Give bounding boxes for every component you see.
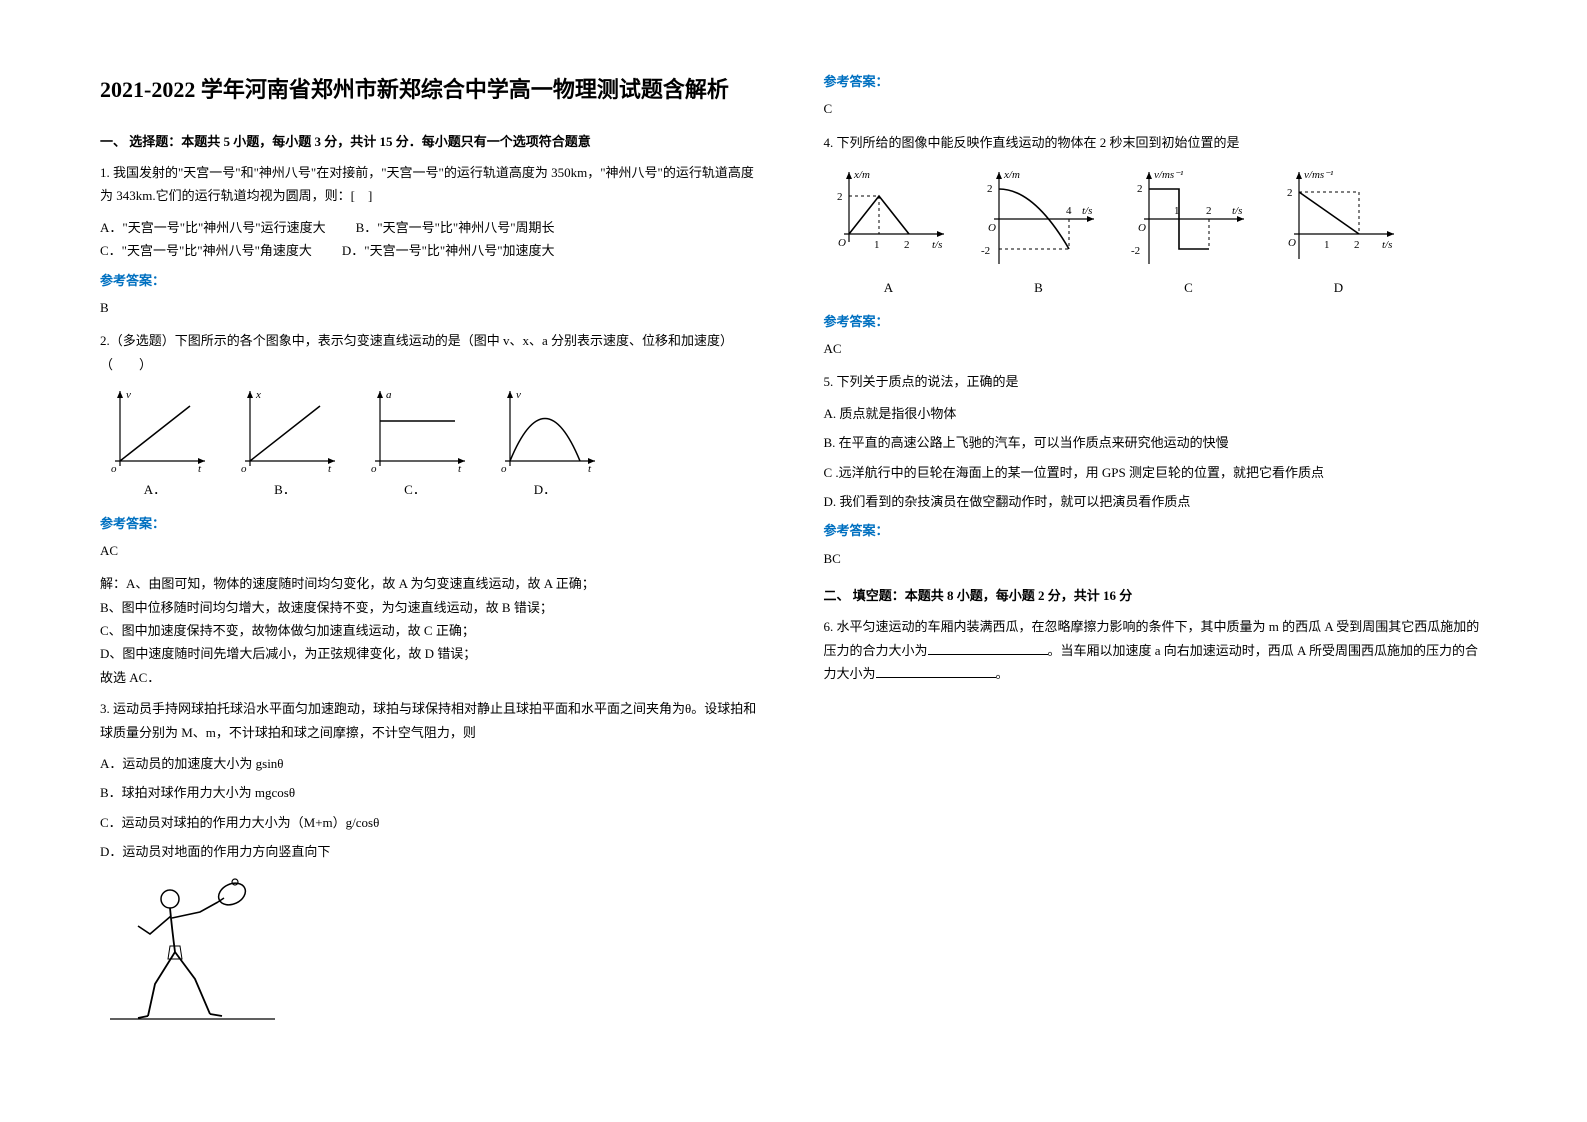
- svg-text:a: a: [386, 389, 392, 401]
- q4b-xtick4: 4: [1066, 205, 1072, 217]
- athlete-figure: [100, 874, 280, 1029]
- q2-graph-c: a t o: [360, 386, 470, 476]
- q4a-xtick2: 2: [904, 239, 910, 251]
- q4-graph-c: v/ms⁻¹ t/s O 2 -2 1 2: [1124, 164, 1254, 274]
- svg-text:o: o: [371, 463, 377, 475]
- q6-blank-2: [876, 665, 996, 678]
- q1-stem: 1. 我国发射的"天宫一号"和"神州八号"在对接前，"天宫一号"的运行轨道高度为…: [100, 161, 764, 208]
- q4c-xtick2: 2: [1206, 205, 1212, 217]
- q1-answer: B: [100, 296, 764, 319]
- q4b-origin: O: [988, 222, 996, 234]
- q4-answer-label: 参考答案：: [824, 310, 1488, 333]
- svg-text:t: t: [588, 463, 592, 475]
- svg-text:o: o: [501, 463, 507, 475]
- svg-text:o: o: [111, 463, 117, 475]
- svg-text:v: v: [516, 389, 521, 401]
- q4a-ytick2: 2: [837, 191, 843, 203]
- q2-explain-5: 故选 AC．: [100, 666, 764, 689]
- q4b-ylabel: x/m: [1003, 169, 1020, 181]
- q3-option-a: A．运动员的加速度大小为 gsinθ: [100, 752, 764, 775]
- q4-stem: 4. 下列所给的图像中能反映作直线运动的物体在 2 秒末回到初始位置的是: [824, 131, 1488, 154]
- q4-graph-a: x/m t/s O 2 1 2: [824, 164, 954, 274]
- svg-text:t: t: [328, 463, 332, 475]
- q4b-xlabel: t/s: [1082, 205, 1092, 217]
- q2-label-b: B．: [274, 478, 296, 501]
- q4c-ytick2: 2: [1137, 183, 1143, 195]
- q2-explain-4: D、图中速度随时间先增大后减小，为正弦规律变化，故 D 错误；: [100, 642, 764, 665]
- q2-graph-a: v t o: [100, 386, 210, 476]
- q2-label-a: A．: [144, 478, 166, 501]
- q2-figures: v t o A． x t o B．: [100, 386, 764, 501]
- q5-answer-label: 参考答案：: [824, 519, 1488, 542]
- svg-text:x: x: [255, 389, 261, 401]
- q4d-xtick1: 1: [1324, 239, 1330, 251]
- q1-option-a: A．"天宫一号"比"神州八号"运行速度大: [100, 216, 326, 239]
- q3-answer: C: [824, 97, 1488, 120]
- q4a-ylabel: x/m: [853, 169, 870, 181]
- q4-graph-d: v/ms⁻¹ t/s O 2 1 2: [1274, 164, 1404, 274]
- q4c-ytickneg2: -2: [1131, 245, 1140, 257]
- q1-option-d: D．"天宫一号"比"神州八号"加速度大: [342, 239, 555, 262]
- q5-answer: BC: [824, 547, 1488, 570]
- q3-option-d: D．运动员对地面的作用力方向竖直向下: [100, 840, 764, 863]
- q6-text-2: 为: [915, 643, 928, 658]
- q2-graph-d: v t o: [490, 386, 600, 476]
- q2-graph-b: x t o: [230, 386, 340, 476]
- section-1-heading: 一、 选择题：本题共 5 小题，每小题 3 分，共计 15 分．每小题只有一个选…: [100, 130, 764, 153]
- q2-label-c: C．: [404, 478, 426, 501]
- q5-option-d: D. 我们看到的杂技演员在做空翻动作时，就可以把演员看作质点: [824, 490, 1488, 513]
- q5-option-b: B. 在平直的高速公路上飞驰的汽车，可以当作质点来研究他运动的快慢: [824, 431, 1488, 454]
- q1-answer-label: 参考答案：: [100, 269, 764, 292]
- q6: 6. 水平匀速运动的车厢内装满西瓜，在忽略摩擦力影响的条件下，其中质量为 m 的…: [824, 615, 1488, 685]
- q4c-xlabel: t/s: [1232, 205, 1242, 217]
- q3-stem: 3. 运动员手持网球拍托球沿水平面匀加速跑动，球拍与球保持相对静止且球拍平面和水…: [100, 697, 764, 744]
- q5-option-a: A. 质点就是指很小物体: [824, 402, 1488, 425]
- q6-text-4: 。: [996, 666, 1009, 681]
- q4a-origin: O: [838, 237, 846, 249]
- q4c-origin: O: [1138, 222, 1146, 234]
- q2-label-d: D．: [534, 478, 556, 501]
- q5-option-c: C .远洋航行中的巨轮在海面上的某一位置时，用 GPS 测定巨轮的位置，就把它看…: [824, 461, 1488, 484]
- q4-label-b: B: [1034, 276, 1043, 299]
- section-2-heading: 二、 填空题：本题共 8 小题，每小题 2 分，共计 16 分: [824, 584, 1488, 607]
- q4a-xtick1: 1: [874, 239, 880, 251]
- q1-option-c: C．"天宫一号"比"神州八号"角速度大: [100, 239, 312, 262]
- q4b-ytickneg2: -2: [981, 245, 990, 257]
- q4-label-c: C: [1184, 276, 1193, 299]
- q4d-ytick2: 2: [1287, 187, 1293, 199]
- q4-answer: AC: [824, 337, 1488, 360]
- q2-answer-label: 参考答案：: [100, 512, 764, 535]
- q2-stem: 2.（多选题）下图所示的各个图象中，表示匀变速直线运动的是（图中 v、x、a 分…: [100, 329, 764, 376]
- q4b-ytick2: 2: [987, 183, 993, 195]
- page-title: 2021-2022 学年河南省郑州市新郑综合中学高一物理测试题含解析: [100, 70, 764, 110]
- q4-figures: x/m t/s O 2 1 2 A x/m t/s O 2: [824, 164, 1488, 299]
- q5-stem: 5. 下列关于质点的说法，正确的是: [824, 370, 1488, 393]
- q2-answer: AC: [100, 539, 764, 562]
- q4d-origin: O: [1288, 237, 1296, 249]
- q4-label-d: D: [1334, 276, 1343, 299]
- q4d-ylabel: v/ms⁻¹: [1304, 169, 1333, 181]
- svg-text:v: v: [126, 389, 131, 401]
- q2-explain-1: 解：A、由图可知，物体的速度随时间均匀变化，故 A 为匀变速直线运动，故 A 正…: [100, 572, 764, 595]
- q4d-xlabel: t/s: [1382, 239, 1392, 251]
- svg-text:t: t: [198, 463, 202, 475]
- q3-option-c: C．运动员对球拍的作用力大小为（M+m）g/cosθ: [100, 811, 764, 834]
- q2-explain-3: C、图中加速度保持不变，故物体做匀加速直线运动，故 C 正确；: [100, 619, 764, 642]
- q4d-xtick2: 2: [1354, 239, 1360, 251]
- q4a-xlabel: t/s: [932, 239, 942, 251]
- q4-label-a: A: [884, 276, 893, 299]
- q3-answer-label: 参考答案：: [824, 70, 1488, 93]
- q4-graph-b: x/m t/s O 2 -2 4: [974, 164, 1104, 274]
- q1-option-b: B．"天宫一号"比"神州八号"周期长: [356, 216, 555, 239]
- svg-text:t: t: [458, 463, 462, 475]
- q3-option-b: B．球拍对球作用力大小为 mgcosθ: [100, 781, 764, 804]
- q4c-ylabel: v/ms⁻¹: [1154, 169, 1183, 181]
- svg-text:o: o: [241, 463, 247, 475]
- q2-explain-2: B、图中位移随时间均匀增大，故速度保持不变，为匀速直线运动，故 B 错误；: [100, 596, 764, 619]
- q6-blank-1: [928, 642, 1048, 655]
